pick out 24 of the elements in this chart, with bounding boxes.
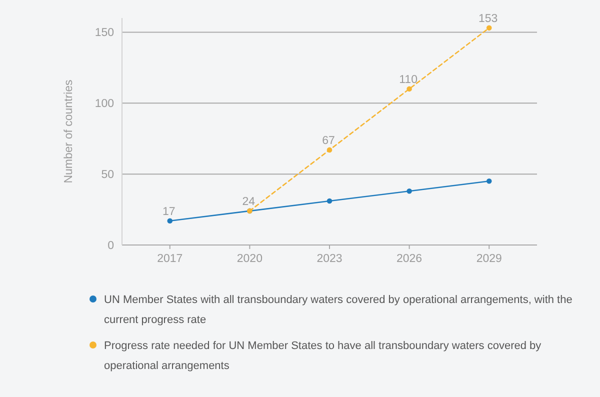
legend-label: UN Member States with all transboundary waters covered by operational arrangements, with the current progress rate (104, 294, 572, 326)
point (486, 178, 492, 184)
y-axis-title: Number of countries (63, 79, 75, 184)
x-tick-label: 2017 (157, 253, 183, 265)
data-label: 17 (162, 206, 176, 218)
y-tick-label: 150 (94, 27, 114, 40)
point (326, 147, 332, 153)
point (326, 198, 332, 204)
x-tick-label: 2020 (236, 253, 262, 265)
data-label: 110 (399, 74, 418, 86)
x-tick-label: 2026 (396, 253, 422, 265)
y-tick-label: 100 (94, 98, 114, 110)
data-label: 67 (322, 134, 335, 147)
point (406, 188, 412, 194)
y-tick-label: 50 (101, 169, 114, 182)
x-tick-label: 2029 (476, 253, 502, 265)
point (486, 25, 492, 31)
legend-label: Progress rate needed for UN Member States to have all transboundary waters covered by operational arrangements (104, 340, 542, 372)
y-tick-label: 0 (108, 240, 114, 252)
data-label: 153 (478, 12, 498, 25)
point (167, 218, 173, 224)
data-label: 24 (242, 196, 256, 208)
point (406, 86, 412, 92)
x-tick-label: 2023 (316, 253, 342, 265)
